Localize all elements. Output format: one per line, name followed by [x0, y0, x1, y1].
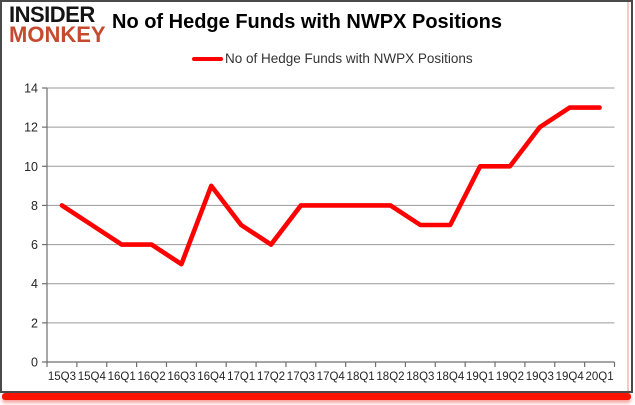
legend-label: No of Hedge Funds with NWPX Positions: [225, 51, 473, 66]
x-tick-label: 17Q3: [287, 371, 315, 383]
x-tick-label: 19Q2: [496, 371, 524, 383]
x-tick-label: 16Q4: [197, 371, 226, 383]
x-tick-label: 18Q2: [376, 371, 404, 383]
x-tick-label: 17Q2: [257, 371, 285, 383]
x-tick-label: 18Q1: [347, 371, 375, 383]
chart-title: No of Hedge Funds with NWPX Positions: [112, 11, 502, 33]
x-tick-label: 19Q1: [466, 371, 494, 383]
logo-text-monkey: MONKEY: [9, 22, 106, 48]
right-pink-edge: [627, 2, 629, 391]
logo-text-insider: INSIDER: [9, 2, 95, 27]
insider-monkey-logo: INSIDER MONKEY: [9, 2, 106, 48]
y-tick-label: 14: [24, 82, 38, 96]
legend: No of Hedge Funds with NWPX Positions: [192, 51, 473, 66]
x-tick-label: 20Q1: [585, 371, 613, 383]
x-tick-label: 18Q4: [436, 371, 465, 383]
y-tick-label: 12: [24, 121, 38, 135]
y-tick-label: 6: [31, 238, 38, 252]
x-tick-label: 19Q4: [556, 371, 585, 383]
x-tick-label: 19Q3: [526, 371, 554, 383]
data-line-series: [59, 105, 602, 267]
x-tick-label: 18Q3: [406, 371, 434, 383]
x-tick-label: 17Q4: [317, 371, 346, 383]
y-tick-label: 0: [31, 356, 38, 370]
x-tick-label: 16Q3: [167, 371, 195, 383]
x-tick-label: 17Q1: [227, 371, 255, 383]
y-tick-label: 4: [31, 277, 38, 291]
x-tick-label: 16Q1: [108, 371, 136, 383]
x-tick-label: 15Q4: [78, 371, 107, 383]
bottom-red-bar: [2, 393, 631, 400]
chart-frame-border: [0, 0, 633, 393]
x-tick-label: 15Q3: [48, 371, 76, 383]
y-tick-label: 8: [31, 199, 38, 213]
y-tick-label: 2: [31, 316, 38, 330]
x-tick-label: 16Q2: [137, 371, 165, 383]
legend-line-swatch: [192, 56, 223, 61]
y-tick-label: 10: [24, 160, 38, 174]
